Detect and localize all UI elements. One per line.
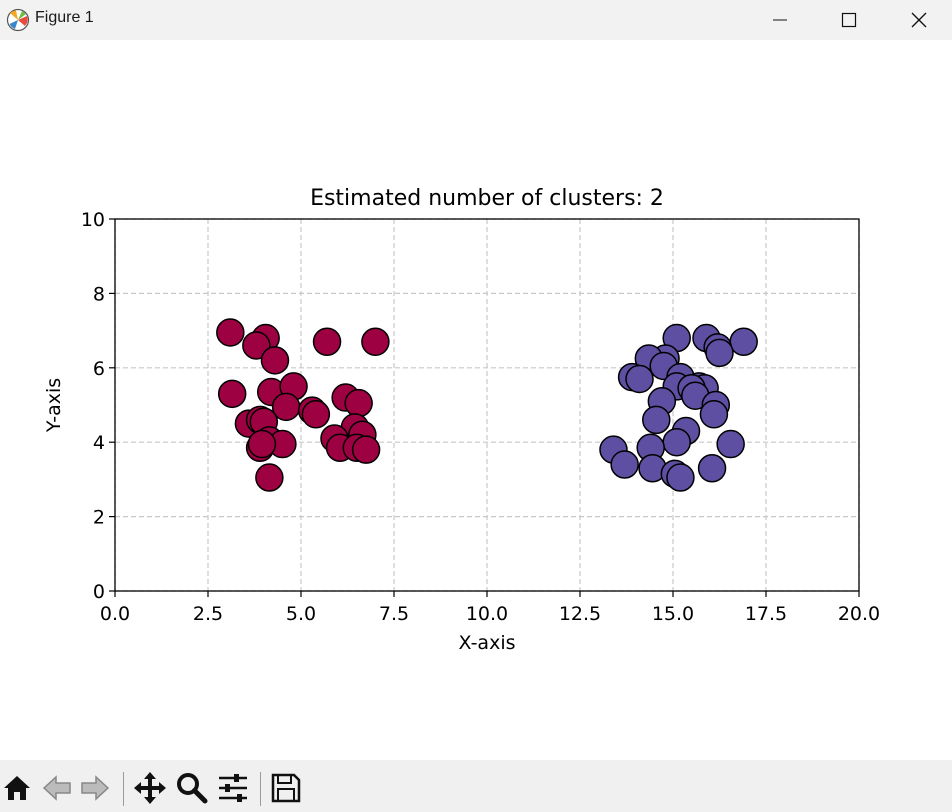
toolbar-separator: [123, 772, 124, 806]
y-tick-label: 6: [93, 358, 105, 380]
minimize-icon: [773, 19, 787, 21]
data-points: [216, 318, 758, 492]
toolbar-separator: [260, 772, 261, 806]
axis-ticks: 0.0 2.5 5.0 7.5 10.0 12.5 15.0 17.5 20.0 0 2 4 6 8 10: [81, 209, 880, 625]
zoom-magnifier-icon: [177, 773, 208, 804]
minimize-button[interactable]: [747, 0, 813, 40]
x-tick-label: 15.0: [652, 603, 694, 625]
x-tick-label: 12.5: [559, 603, 601, 625]
cluster-1-point: [217, 379, 247, 409]
configure-subplots-button[interactable]: [216, 770, 250, 806]
save-floppy-icon: [271, 773, 301, 803]
forward-button[interactable]: [78, 770, 112, 806]
forward-arrow-icon: [81, 775, 110, 801]
figure-canvas[interactable]: 0.0 2.5 5.0 7.5 10.0 12.5 15.0 17.5 20.0 0 2 4 6 8 10 …: [0, 40, 952, 760]
cluster-2-point: [625, 364, 654, 394]
close-icon: [911, 12, 927, 28]
maximize-button[interactable]: [816, 0, 882, 40]
cluster-1-point: [255, 463, 284, 492]
zoom-button[interactable]: [175, 770, 209, 806]
navigation-toolbar: [0, 760, 952, 812]
window-titlebar: Figure 1: [0, 0, 952, 40]
cluster-1-point: [242, 331, 271, 360]
cluster-2-point: [699, 400, 729, 429]
x-tick-label: 7.5: [379, 603, 409, 625]
cluster-2-point: [716, 429, 745, 459]
cluster-1-point: [344, 388, 373, 418]
window-title: Figure 1: [35, 9, 94, 26]
cluster-1-point: [351, 435, 381, 464]
x-tick-label: 20.0: [838, 603, 880, 625]
scatter-chart: 0.0 2.5 5.0 7.5 10.0 12.5 15.0 17.5 20.00246810 …: [43, 186, 880, 654]
home-button[interactable]: [0, 770, 34, 806]
maximize-icon: [841, 12, 857, 28]
y-tick-label: 10: [81, 209, 105, 231]
cluster-1-point: [216, 318, 245, 347]
cluster-2-point: [666, 463, 695, 492]
cluster-2-point: [705, 338, 734, 368]
cluster-2-point: [662, 427, 691, 457]
y-tick-label: 2: [93, 507, 105, 529]
pan-button[interactable]: [133, 770, 167, 806]
cluster-1-point: [260, 346, 290, 375]
cluster-1-point: [361, 327, 390, 357]
cluster-2-point: [642, 405, 671, 435]
cluster-1-point: [247, 429, 277, 459]
back-arrow-icon: [42, 775, 71, 801]
x-tick-label: 2.5: [193, 603, 223, 625]
x-tick-label: 17.5: [745, 603, 787, 625]
x-tick-label: 0.0: [100, 603, 130, 625]
cluster-1-point: [301, 400, 331, 429]
home-icon: [4, 776, 30, 800]
back-button[interactable]: [40, 770, 74, 806]
y-axis-label: Y-axis: [43, 378, 65, 433]
app-icon: [6, 8, 30, 32]
cluster-2-point: [729, 327, 758, 357]
save-button[interactable]: [269, 770, 303, 806]
chart-title: Estimated number of clusters: 2: [310, 186, 664, 211]
cluster-2-point: [697, 453, 727, 483]
cluster-1-point: [312, 327, 342, 357]
cluster-2-point: [610, 450, 639, 479]
y-tick-label: 4: [93, 432, 105, 454]
pan-move-icon: [134, 772, 166, 804]
configure-subplots-icon: [219, 774, 247, 802]
x-tick-label: 5.0: [286, 603, 316, 625]
y-tick-label: 8: [93, 283, 105, 305]
close-button[interactable]: [886, 0, 952, 40]
x-tick-label: 10.0: [466, 603, 508, 625]
x-axis-label: X-axis: [459, 632, 516, 654]
y-tick-label: 0: [93, 581, 105, 603]
